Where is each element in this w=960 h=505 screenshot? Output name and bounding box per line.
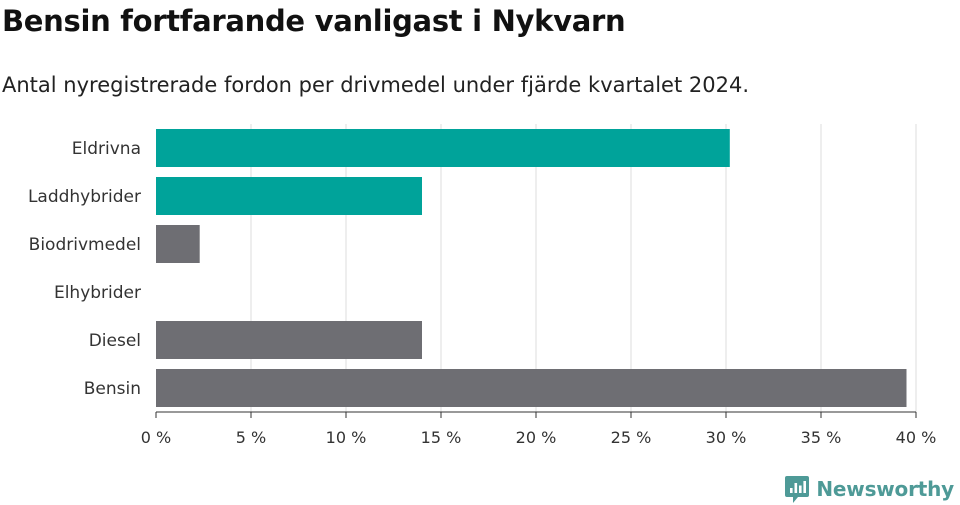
category-label: Eldrivna xyxy=(72,139,141,159)
bar-bensin xyxy=(156,369,907,407)
x-tick-label: 25 % xyxy=(611,428,652,447)
x-tick-label: 10 % xyxy=(326,428,367,447)
x-tick-label: 35 % xyxy=(801,428,842,447)
newsworthy-brand: Newsworthy xyxy=(784,474,954,504)
bar-biodrivmedel xyxy=(156,225,200,263)
category-label: Bensin xyxy=(84,379,141,399)
category-label: Biodrivmedel xyxy=(29,235,141,255)
bar-eldrivna xyxy=(156,129,730,167)
x-tick-label: 15 % xyxy=(421,428,462,447)
chart-title: Bensin fortfarande vanligast i Nykvarn xyxy=(2,4,626,38)
x-tick-label: 30 % xyxy=(706,428,747,447)
x-tick-label: 5 % xyxy=(236,428,266,447)
category-label: Diesel xyxy=(89,331,141,351)
brand-name: Newsworthy xyxy=(816,477,954,501)
x-tick-label: 40 % xyxy=(896,428,937,447)
bar-laddhybrider xyxy=(156,177,422,215)
category-label: Elhybrider xyxy=(54,283,141,303)
category-label: Laddhybrider xyxy=(28,187,141,207)
bar-diesel xyxy=(156,321,422,359)
x-tick-label: 20 % xyxy=(516,428,557,447)
newsworthy-logo-icon xyxy=(785,476,810,503)
chart-subtitle: Antal nyregistrerade fordon per drivmede… xyxy=(2,73,750,97)
x-tick-label: 0 % xyxy=(141,428,171,447)
